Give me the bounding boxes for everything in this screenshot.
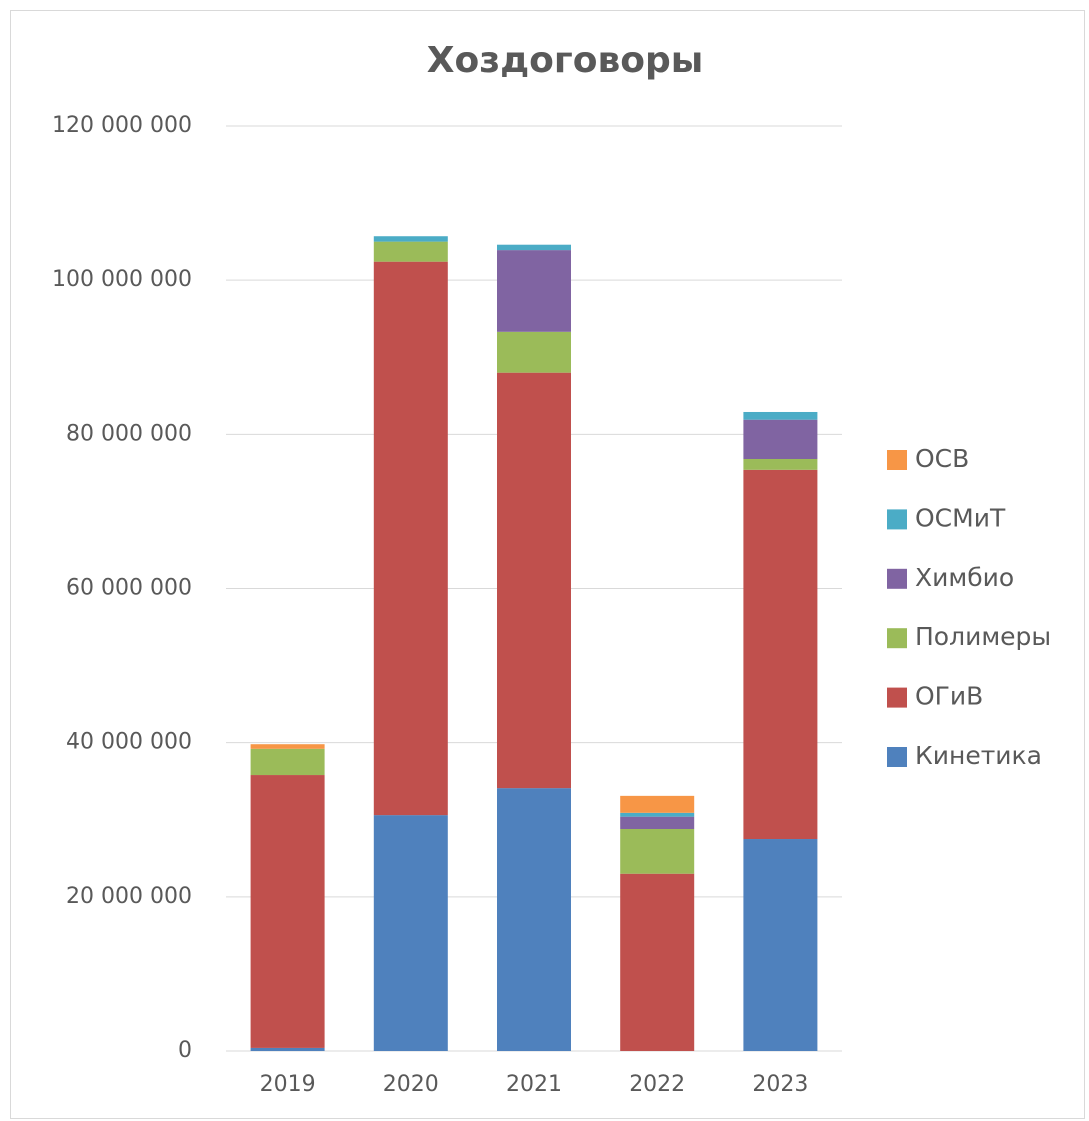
y-tick-label: 20 000 000 [66, 884, 192, 909]
x-tick-label: 2019 [260, 1072, 316, 1097]
bar-segment [250, 748, 325, 776]
bar-segment [250, 775, 325, 1048]
bar-segment [497, 331, 571, 373]
x-tick-label: 2023 [752, 1072, 808, 1097]
bar-segment [620, 795, 695, 813]
chart-title: Хоздоговоры [427, 40, 704, 81]
bar-segment [497, 372, 571, 789]
legend-label: Полимеры [915, 622, 1051, 651]
bar-segment [373, 261, 448, 816]
bar-segment [250, 1047, 325, 1051]
bar-segment [620, 873, 695, 1051]
bar-segment [743, 469, 818, 840]
y-tick-label: 80 000 000 [66, 421, 192, 446]
bar-segment [620, 829, 695, 874]
legend-swatch [887, 628, 907, 649]
y-tick-label: 60 000 000 [66, 576, 192, 601]
x-tick-label: 2021 [506, 1072, 562, 1097]
bar-segment [743, 459, 818, 470]
bar-segment [743, 839, 818, 1051]
bar-segment [620, 812, 695, 817]
y-tick-label: 0 [178, 1038, 192, 1063]
legend-swatch [887, 747, 907, 767]
x-tick-label: 2022 [629, 1072, 685, 1097]
bar-segment [373, 241, 448, 262]
bar-segment [373, 815, 448, 1051]
bar-segment [497, 250, 571, 332]
bar-segment [250, 744, 325, 749]
legend-label: ОСВ [915, 444, 969, 473]
legend-label: ОСМиТ [915, 503, 1006, 532]
legend-swatch [887, 450, 907, 470]
bar-segment [743, 411, 818, 420]
bar-segment [743, 419, 818, 459]
legend-label: ОГиВ [915, 682, 983, 711]
x-tick-label: 2020 [383, 1072, 439, 1097]
bar-segment [497, 244, 571, 251]
legend-swatch [887, 568, 907, 589]
legend-label: Кинетика [915, 741, 1042, 770]
legend-swatch [887, 509, 907, 530]
legend-label: Химбио [915, 563, 1014, 592]
bar-segment [497, 788, 571, 1051]
y-tick-label: 40 000 000 [66, 730, 192, 755]
bar-segment [373, 236, 448, 242]
y-tick-label: 100 000 000 [52, 267, 192, 292]
y-tick-label: 120 000 000 [52, 113, 192, 138]
legend-swatch [887, 687, 907, 708]
bar-segment [620, 816, 695, 829]
